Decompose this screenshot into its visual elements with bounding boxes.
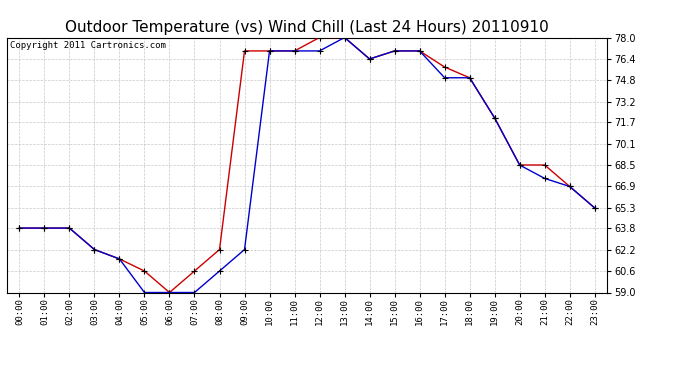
Text: Copyright 2011 Cartronics.com: Copyright 2011 Cartronics.com	[10, 41, 166, 50]
Title: Outdoor Temperature (vs) Wind Chill (Last 24 Hours) 20110910: Outdoor Temperature (vs) Wind Chill (Las…	[65, 20, 549, 35]
